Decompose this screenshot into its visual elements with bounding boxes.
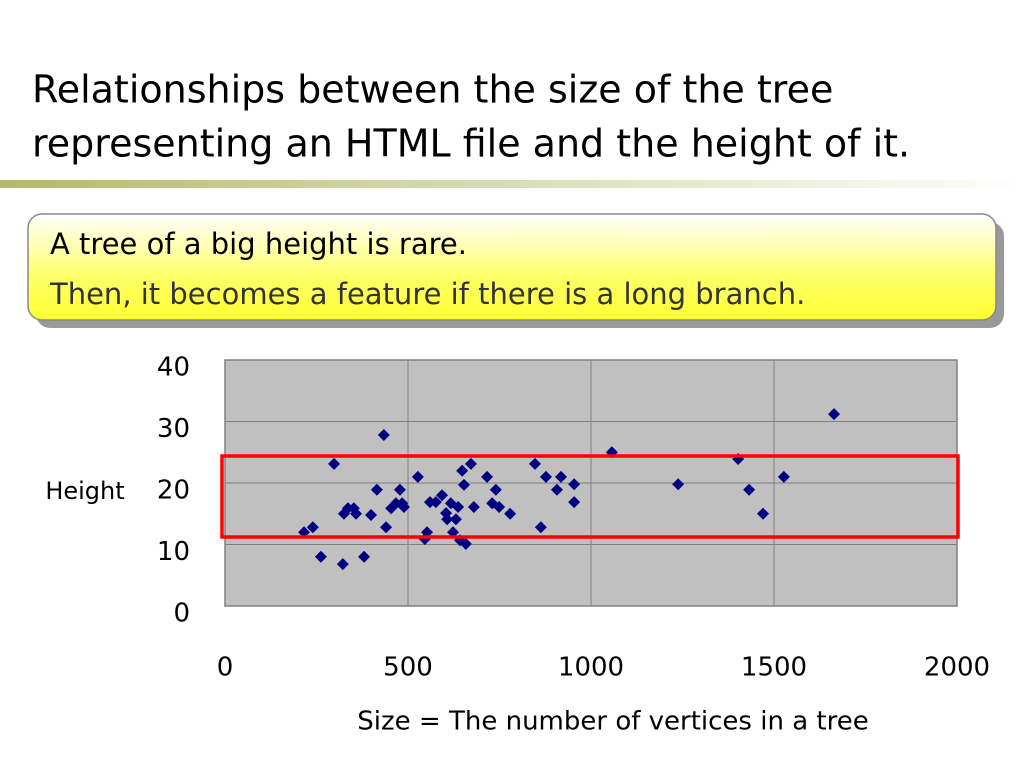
point bbox=[459, 537, 472, 550]
x-tick-label: 500 bbox=[383, 653, 433, 683]
point bbox=[393, 483, 406, 496]
point bbox=[464, 457, 477, 470]
point bbox=[429, 496, 442, 509]
point bbox=[377, 429, 390, 442]
point bbox=[568, 478, 581, 491]
point bbox=[314, 550, 327, 563]
point bbox=[421, 526, 434, 539]
x-tick-label: 1000 bbox=[558, 653, 624, 683]
callout-line: Then, it becomes a feature if there is a… bbox=[49, 277, 805, 311]
point bbox=[449, 513, 462, 526]
point bbox=[554, 470, 567, 483]
point bbox=[306, 521, 319, 534]
point bbox=[380, 521, 393, 534]
point bbox=[347, 502, 360, 515]
point bbox=[350, 507, 363, 520]
point bbox=[504, 507, 517, 520]
point bbox=[777, 470, 790, 483]
y-tick-label: 0 bbox=[173, 599, 190, 629]
point bbox=[757, 507, 770, 520]
point bbox=[743, 483, 756, 496]
point bbox=[441, 513, 454, 526]
point bbox=[447, 526, 460, 539]
y-axis-label: Height bbox=[45, 477, 124, 505]
point bbox=[529, 457, 542, 470]
point bbox=[481, 470, 494, 483]
point bbox=[493, 500, 506, 513]
y-tick-label: 20 bbox=[157, 476, 190, 506]
title-line: Relationships between the size of the tr… bbox=[32, 68, 833, 112]
point bbox=[568, 496, 581, 509]
point bbox=[457, 478, 470, 491]
point bbox=[828, 408, 841, 421]
callout-box bbox=[27, 213, 997, 321]
title-rule bbox=[0, 180, 1024, 188]
point bbox=[452, 500, 465, 513]
point bbox=[336, 558, 349, 571]
chart: 0 10 20 30 40 0 500 1000 1500 2000 Height Size = Th… bbox=[45, 353, 990, 737]
point bbox=[328, 457, 341, 470]
point bbox=[436, 489, 449, 502]
x-tick-label: 1500 bbox=[741, 653, 807, 683]
point bbox=[467, 500, 480, 513]
x-tick-label: 2000 bbox=[924, 653, 990, 683]
point bbox=[550, 483, 563, 496]
point bbox=[539, 470, 552, 483]
point bbox=[370, 483, 383, 496]
point bbox=[358, 550, 371, 563]
point bbox=[489, 483, 502, 496]
y-tick-label: 10 bbox=[157, 537, 190, 567]
callout-line: A tree of a big height is rare. bbox=[50, 227, 467, 261]
y-tick-label: 30 bbox=[157, 414, 190, 444]
highlight-box bbox=[220, 454, 960, 539]
y-tick-label: 40 bbox=[157, 353, 190, 383]
point bbox=[534, 521, 547, 534]
point bbox=[298, 526, 311, 539]
point bbox=[411, 470, 424, 483]
title-line: representing an HTML file and the height… bbox=[32, 122, 910, 166]
point bbox=[456, 464, 469, 477]
x-tick-label: 0 bbox=[217, 653, 234, 683]
point bbox=[365, 508, 378, 521]
x-axis-label: Size = The number of vertices in a tree bbox=[357, 707, 868, 737]
point bbox=[397, 500, 410, 513]
point bbox=[672, 478, 685, 491]
